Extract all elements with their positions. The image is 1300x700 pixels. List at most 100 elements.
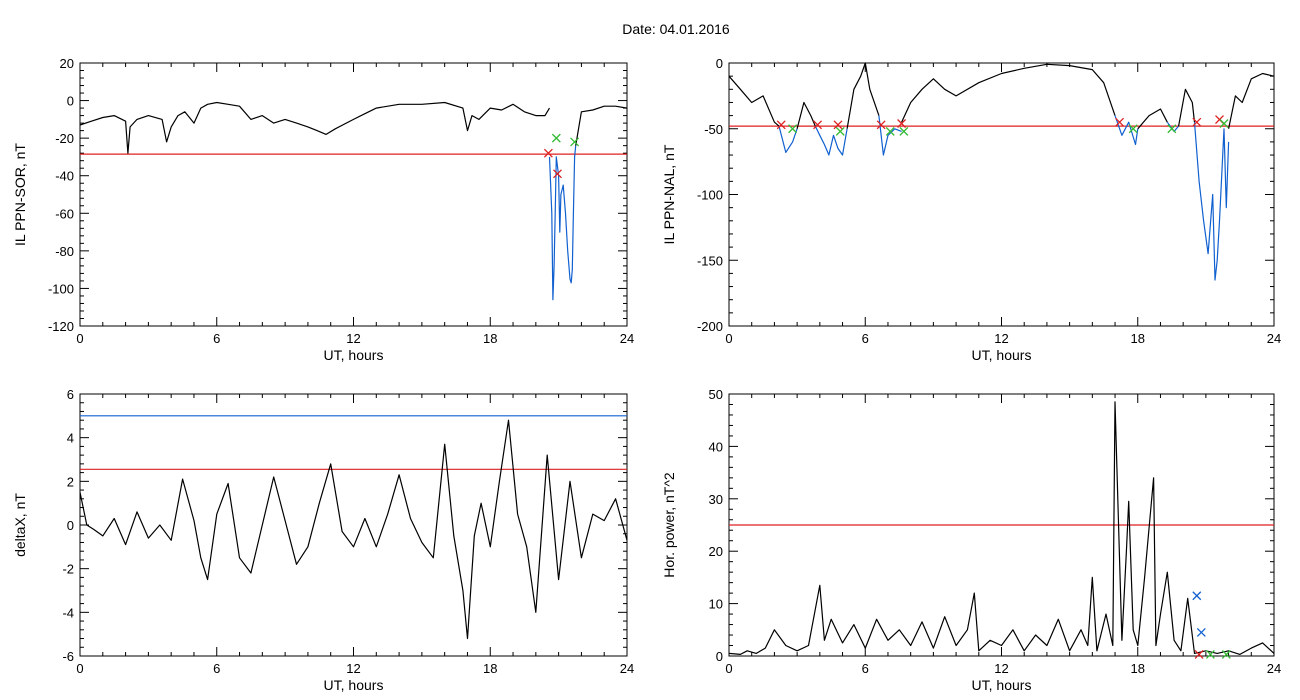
plot-frame [79,393,628,657]
series-line [548,145,577,301]
event-marker [835,126,845,136]
y-tick-label: 0 [716,56,723,71]
y-axis-label: Hor. power, nT^2 [661,472,677,578]
series-line [814,125,848,156]
event-marker [1221,649,1231,659]
y-tick-label: 2 [67,474,74,489]
event-marker [897,119,907,128]
panel-hor-power: 0 6 12 18 24 0 10 20 30 40 50 UT, hours Hor. power, … [661,387,1281,693]
x-axis-label: UT, hours [324,347,384,363]
series-line [1178,88,1196,127]
y-tick-label: -60 [55,206,74,221]
series-line [1137,108,1168,130]
event-marker [1196,627,1206,637]
x-tick-label: 6 [213,661,220,676]
x-tick-label: 0 [725,661,732,676]
series-line [1193,122,1230,281]
event-marker [1205,649,1215,659]
y-tick-label: 0 [67,94,74,109]
event-marker [543,148,553,158]
y-tick-label: 50 [709,387,723,402]
event-marker [1194,649,1204,659]
y-tick-label: 20 [60,56,74,71]
panel-il-ppn-sor: 0 6 12 18 24 -120 -100 -80 -60 -40 -20 0 20 UT, hours… [12,56,634,363]
event-marker [899,126,909,136]
y-tick-label: -4 [62,605,74,620]
y-tick-label: 6 [67,387,74,402]
figure-title: Date: 04.01.2016 [622,21,730,37]
series-line [796,101,816,129]
x-tick-label: 0 [76,661,83,676]
x-axis-label: UT, hours [324,677,384,693]
y-tick-label: 0 [67,518,74,533]
x-tick-label: 0 [76,331,83,346]
x-tick-label: 24 [620,331,634,346]
y-tick-label: -150 [697,253,723,268]
series-line [878,115,902,156]
event-marker [1192,117,1202,127]
y-tick-label: -6 [62,649,74,664]
series-line [728,75,780,127]
event-marker [551,133,561,143]
event-marker [833,120,843,130]
x-tick-label: 6 [862,331,869,346]
event-marker [1128,124,1138,134]
x-tick-label: 12 [346,661,360,676]
panel-il-ppn-nal: 0 6 12 18 24 -200 -150 -100 -50 0 UT, hours IL PPN-… [661,56,1281,363]
y-tick-label: 40 [709,439,723,454]
x-axis-label: UT, hours [972,347,1032,363]
y-tick-label: 30 [709,492,723,507]
x-tick-label: 24 [620,661,634,676]
x-tick-label: 18 [1131,331,1145,346]
event-marker [553,169,562,179]
plot-frame [79,62,628,327]
y-tick-label: -120 [48,319,74,334]
y-axis-label: deltaX, nT [12,493,28,557]
event-marker [885,126,895,136]
series-line [575,105,628,146]
event-marker [1115,117,1125,127]
series-line [1228,72,1275,129]
series-line [778,125,798,153]
y-tick-label: -2 [62,562,74,577]
x-tick-label: 12 [994,331,1008,346]
x-tick-label: 24 [1267,661,1281,676]
event-marker [788,124,798,134]
y-tick-label: -80 [55,244,74,259]
series-line [901,63,1116,123]
y-tick-label: 20 [709,544,723,559]
event-marker [1167,124,1177,134]
series-line [1114,115,1139,146]
y-axis-label: IL PPN-NAL, nT [661,144,677,244]
event-marker [1192,591,1202,601]
x-tick-label: 12 [346,331,360,346]
y-tick-label: -200 [697,319,723,334]
x-tick-label: 6 [862,661,869,676]
event-marker [1219,119,1229,128]
event-marker [813,120,823,130]
y-tick-label: -100 [48,281,74,296]
x-tick-label: 0 [725,331,732,346]
y-tick-label: -20 [55,131,74,146]
event-marker [776,120,786,130]
event-marker [876,120,886,130]
y-tick-label: -40 [55,169,74,184]
series-line [728,401,1275,656]
x-tick-label: 18 [483,331,497,346]
x-tick-label: 6 [213,331,220,346]
y-tick-label: -100 [697,188,723,203]
y-tick-label: 4 [67,431,74,446]
y-tick-label: -50 [704,122,723,137]
event-marker [570,137,580,147]
series-line [846,62,880,129]
x-axis-label: UT, hours [972,677,1032,693]
series-line [79,101,551,154]
y-tick-label: 10 [709,597,723,612]
x-tick-label: 12 [994,661,1008,676]
x-tick-label: 18 [1131,661,1145,676]
series-line [79,419,628,640]
x-tick-label: 24 [1267,331,1281,346]
y-tick-label: 0 [716,649,723,664]
